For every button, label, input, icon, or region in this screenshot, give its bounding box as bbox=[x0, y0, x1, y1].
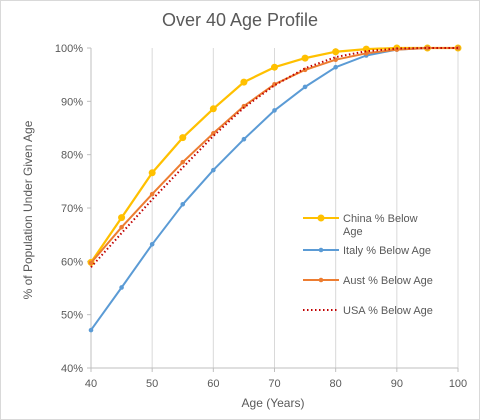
aust-legend-label: Aust % Below Age bbox=[343, 275, 433, 287]
x-tick-label: 80 bbox=[330, 378, 342, 390]
y-tick-label: 50% bbox=[61, 310, 83, 322]
usa-legend-label: USA % Below Age bbox=[343, 305, 433, 317]
x-tick-label: 60 bbox=[207, 378, 219, 390]
x-tick-label: 70 bbox=[268, 378, 280, 390]
china-legend-label: Age bbox=[343, 226, 363, 238]
series-lines bbox=[87, 44, 462, 333]
y-tick-label: 70% bbox=[61, 203, 83, 215]
y-tick-label: 40% bbox=[61, 363, 83, 375]
x-tick-label: 100 bbox=[449, 378, 467, 390]
y-tick-label: 80% bbox=[61, 150, 83, 162]
italy-data-point bbox=[333, 64, 338, 70]
x-tick-label: 40 bbox=[85, 378, 97, 390]
y-tick-label: 100% bbox=[55, 43, 83, 55]
aust-data-point bbox=[149, 191, 155, 197]
usa-series-line bbox=[90, 47, 458, 268]
aust-data-point bbox=[88, 260, 94, 266]
italy-legend-label: Italy % Below Age bbox=[343, 245, 431, 257]
aust-data-point bbox=[425, 45, 430, 51]
china-data-point bbox=[179, 134, 187, 142]
china-data-point bbox=[209, 105, 217, 113]
china-data-point bbox=[271, 63, 278, 71]
aust-data-point bbox=[241, 103, 247, 109]
aust-data-point bbox=[394, 47, 400, 52]
aust-data-point bbox=[180, 159, 186, 165]
y-axis-title: % of Population Under Given Age bbox=[21, 120, 35, 299]
aust-data-point bbox=[272, 81, 277, 87]
aust-data-point bbox=[119, 224, 124, 230]
aust-legend-marker bbox=[318, 277, 324, 283]
x-tick-label: 90 bbox=[391, 378, 403, 390]
china-data-point bbox=[240, 78, 248, 86]
italy-data-point bbox=[88, 327, 94, 333]
y-tick-label: 90% bbox=[61, 96, 83, 108]
italy-data-point bbox=[211, 167, 216, 173]
axes bbox=[87, 47, 459, 372]
italy-data-point bbox=[149, 241, 155, 247]
china-legend-marker bbox=[317, 214, 325, 222]
x-axis-title: Age (Years) bbox=[242, 396, 305, 410]
china-data-point bbox=[148, 169, 156, 177]
italy-data-point bbox=[272, 108, 277, 113]
italy-data-point bbox=[241, 136, 247, 142]
china-legend-label: China % Below bbox=[343, 213, 418, 225]
italy-data-point bbox=[180, 201, 186, 207]
china-data-point bbox=[118, 214, 126, 222]
china-data-point bbox=[301, 54, 309, 62]
gridlines bbox=[151, 48, 459, 368]
y-tick-label: 60% bbox=[61, 256, 83, 268]
x-tick-label: 50 bbox=[146, 378, 158, 390]
italy-legend-marker bbox=[318, 247, 324, 253]
tick-labels: 40% 50% 60% 70% 80% 90% 100% 40 50 60 70 80 90 100 bbox=[55, 43, 467, 390]
aust-data-point bbox=[455, 45, 461, 51]
italy-data-point bbox=[119, 285, 124, 290]
italy-data-point bbox=[302, 84, 308, 90]
chart-title: Over 40 Age Profile bbox=[161, 10, 319, 30]
china-data-point bbox=[332, 48, 340, 56]
